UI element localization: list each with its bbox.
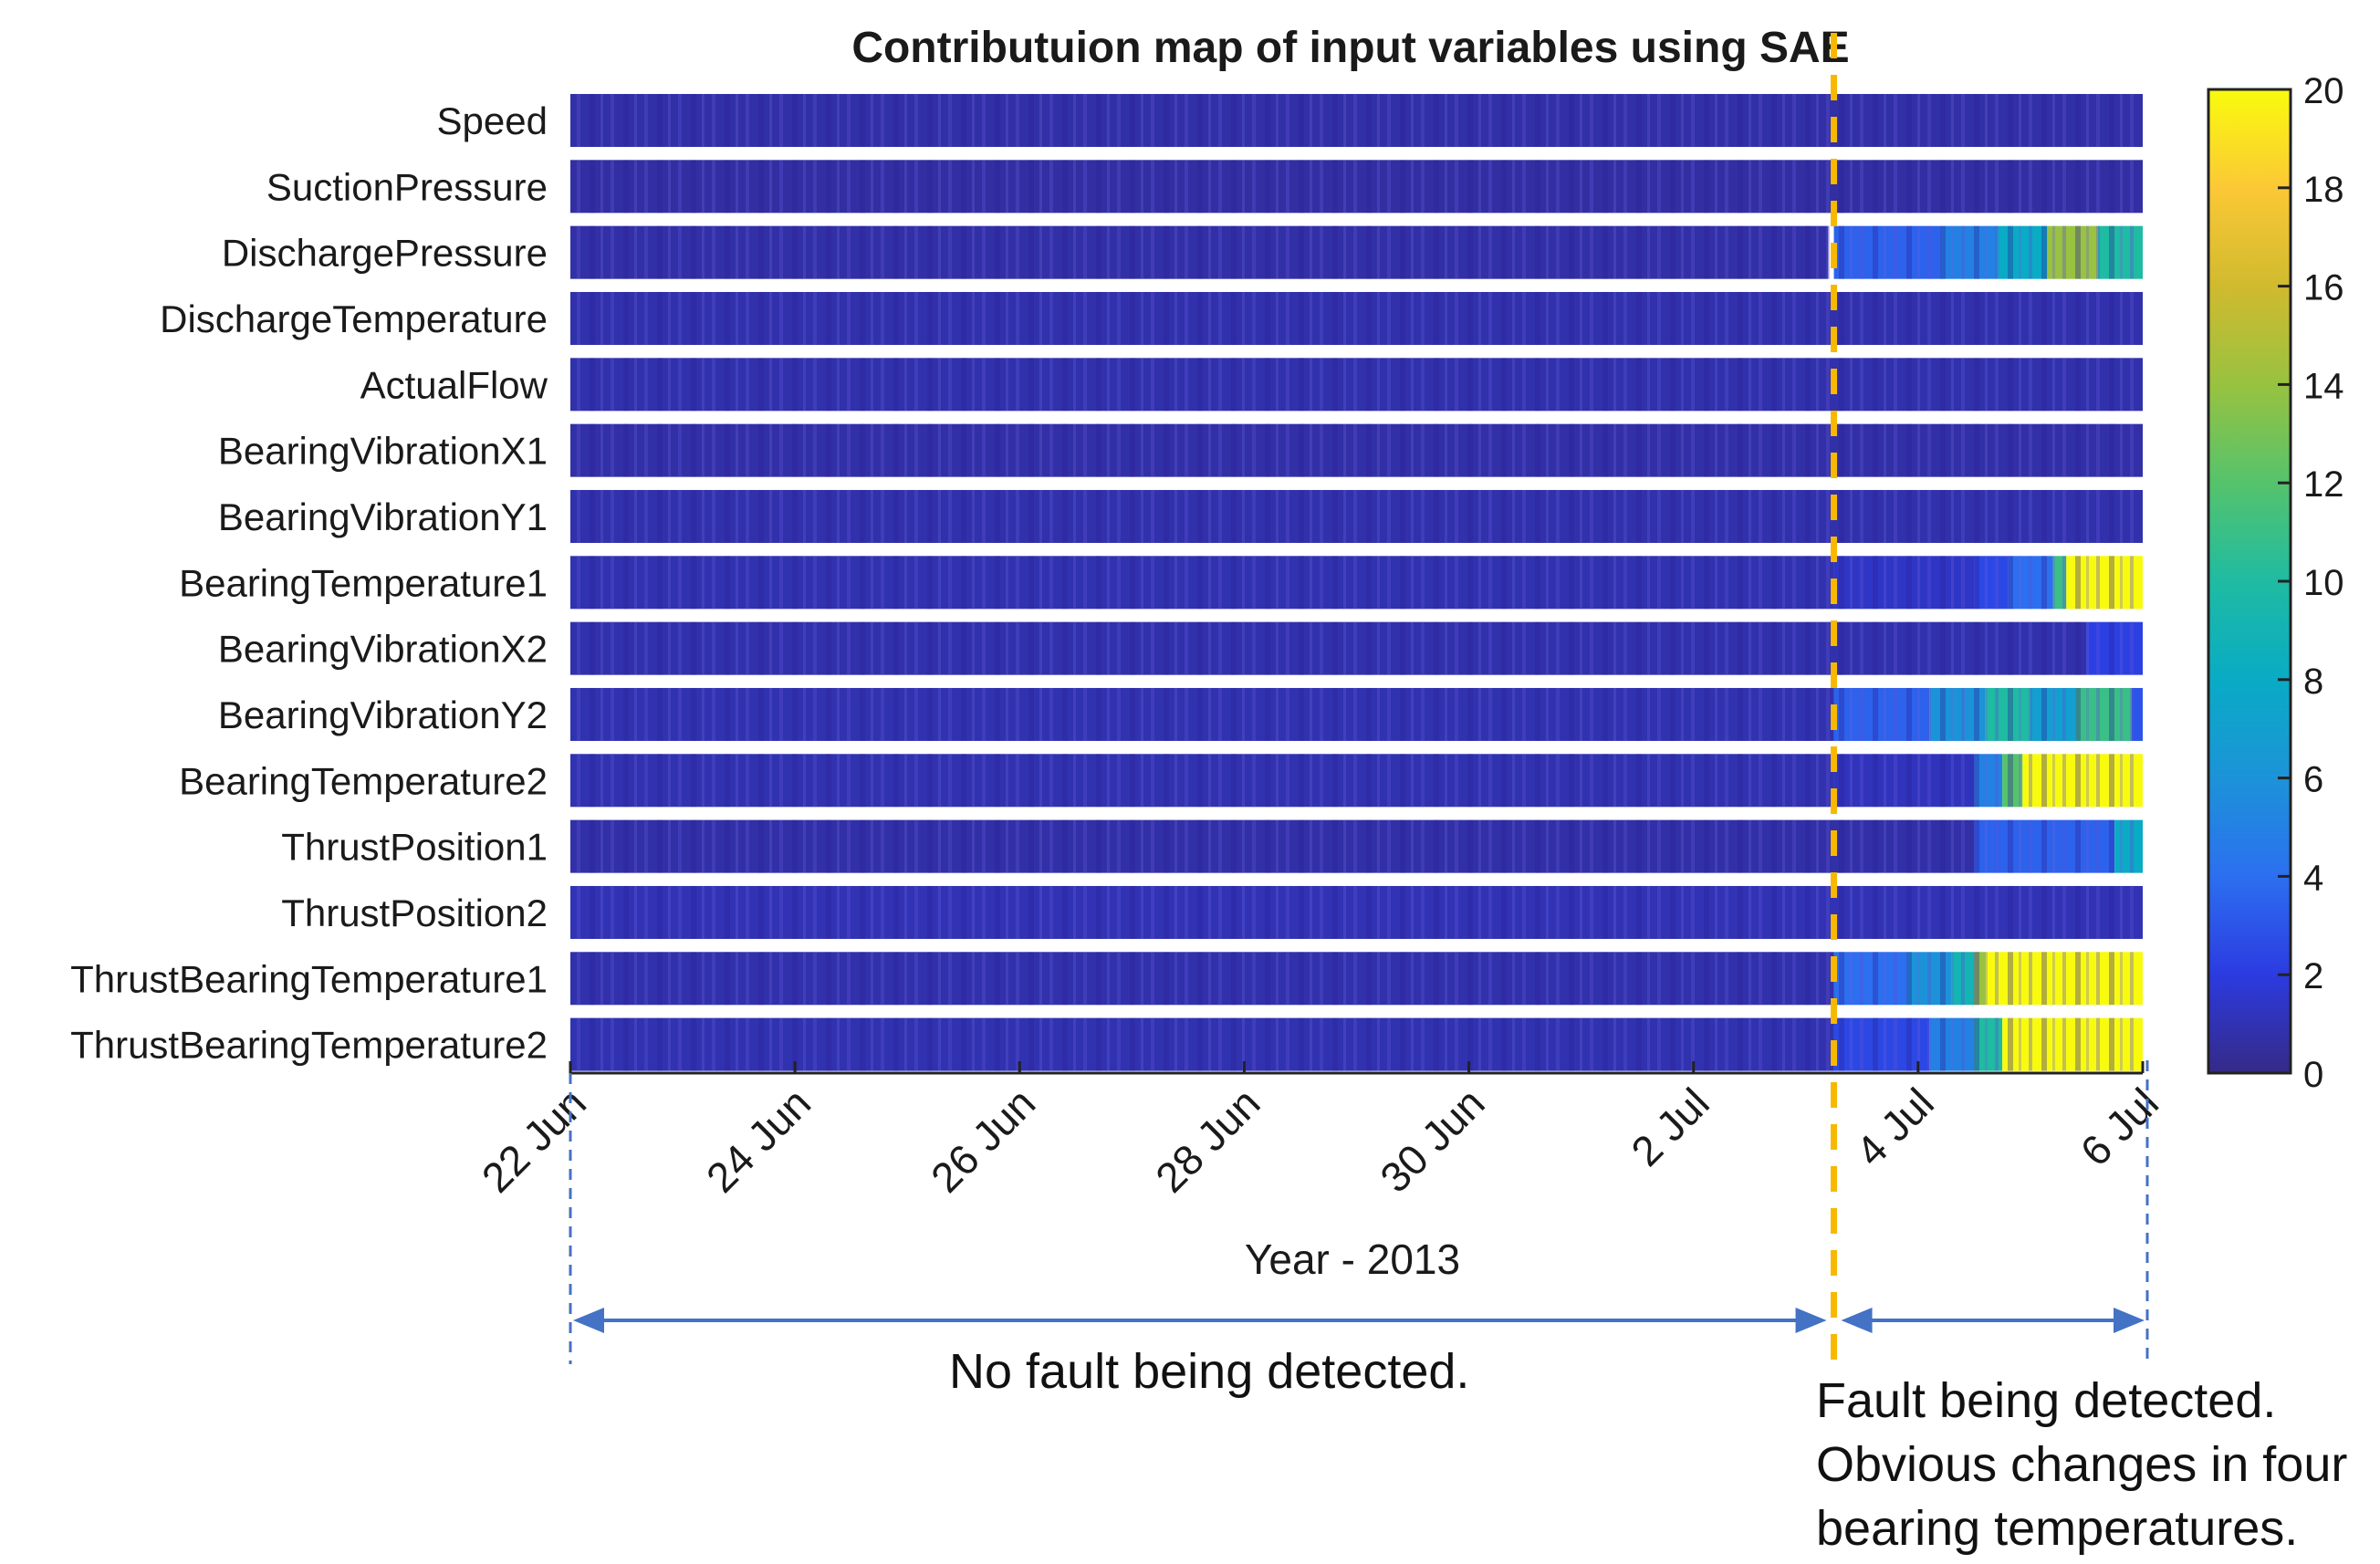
variable-labels: Speed SuctionPressure DischargePressure Dis… <box>70 99 548 1067</box>
arrow-head-left <box>1841 1308 1873 1333</box>
heatmap-texture <box>570 423 2143 477</box>
fault-annotation-line-2: Obvious changes in four <box>1816 1437 2348 1493</box>
x-axis-label: Year - 2013 <box>1245 1236 1460 1283</box>
colorbar-tick-label: 14 <box>2303 366 2344 406</box>
chart-title: Contributuion map of input variables usi… <box>851 24 1849 72</box>
arrow-head-left <box>573 1308 604 1333</box>
heatmap-row <box>570 225 2143 279</box>
colorbar <box>2207 88 2292 1075</box>
heatmap-texture <box>570 225 2143 279</box>
variable-label: ThrustPosition1 <box>281 826 548 869</box>
x-tick-label: 30 Jun <box>1371 1079 1493 1201</box>
colorbar-tick-label: 6 <box>2303 760 2323 800</box>
heatmap-row <box>570 754 2143 808</box>
variable-label: ActualFlow <box>360 363 548 406</box>
variable-label: BearingVibrationX1 <box>218 430 548 473</box>
heatmap-texture <box>570 358 2143 412</box>
colorbar-tick-label: 0 <box>2303 1055 2323 1095</box>
variable-label: SuctionPressure <box>266 165 548 208</box>
heatmap-row <box>570 687 2143 741</box>
x-tick-label: 24 Jun <box>697 1079 819 1201</box>
heatmap-row <box>570 291 2143 345</box>
heatmap-texture <box>570 621 2143 675</box>
colorbar-tick-label: 18 <box>2303 170 2344 210</box>
variable-label: BearingVibrationY2 <box>218 693 548 736</box>
heatmap-texture <box>570 556 2143 610</box>
x-axis-ticks: 22 Jun 24 Jun 26 Jun 28 Jun 30 Jun 2 Jul 4 Jul… <box>473 1061 2167 1202</box>
fault-annotation-line-1: Fault being detected. <box>1816 1373 2277 1428</box>
colorbar-ticks: 0 2 4 6 8 10 12 14 16 18 20 <box>2278 71 2344 1095</box>
fault-period-arrow <box>1841 1308 2145 1333</box>
heatmap-texture <box>570 160 2143 214</box>
x-tick-label: 4 Jul <box>1846 1079 1942 1174</box>
heatmap-row <box>570 819 2143 873</box>
variable-label: DischargeTemperature <box>160 297 548 340</box>
x-tick-label: 26 Jun <box>922 1079 1044 1201</box>
colorbar-tick-label: 4 <box>2303 858 2323 898</box>
colorbar-tick-label: 12 <box>2303 464 2344 505</box>
heatmap-texture <box>570 754 2143 808</box>
variable-label: BearingVibrationY1 <box>218 495 548 538</box>
heatmap-row <box>570 1017 2143 1071</box>
variable-label: ThrustPosition2 <box>281 891 548 934</box>
heatmap-texture <box>570 952 2143 1006</box>
colorbar-tick-label: 20 <box>2303 71 2344 111</box>
heatmap-row <box>570 160 2143 214</box>
heatmap-texture <box>570 819 2143 873</box>
heatmap-row <box>570 885 2143 939</box>
variable-label: BearingVibrationX2 <box>218 628 548 671</box>
variable-label: BearingTemperature1 <box>179 561 548 604</box>
variable-label: ThrustBearingTemperature2 <box>70 1024 548 1067</box>
arrow-head-right <box>2114 1308 2145 1333</box>
no-fault-annotation: No fault being detected. <box>949 1344 1470 1399</box>
variable-label: Speed <box>437 99 548 142</box>
colorbar-tick-label: 16 <box>2303 268 2344 308</box>
variable-label: ThrustBearingTemperature1 <box>70 957 548 1000</box>
period-arrows <box>573 1308 2145 1333</box>
heatmap-row <box>570 621 2143 675</box>
colorbar-tick-label: 8 <box>2303 662 2323 702</box>
no-fault-period-arrow <box>573 1308 1827 1333</box>
heatmap-row <box>570 358 2143 412</box>
fault-annotation: Fault being detected. Obvious changes in… <box>1816 1369 2347 1561</box>
x-tick-label: 22 Jun <box>473 1079 595 1201</box>
x-tick-label: 6 Jul <box>2072 1079 2167 1174</box>
heatmap-texture <box>570 1017 2143 1071</box>
variable-label: DischargePressure <box>222 232 548 275</box>
arrow-head-right <box>1795 1308 1827 1333</box>
heatmap-row <box>570 952 2143 1006</box>
heatmap-row <box>570 94 2143 147</box>
variable-label: BearingTemperature2 <box>179 759 548 802</box>
colorbar-tick-label: 2 <box>2303 956 2323 996</box>
x-tick-label: 2 Jul <box>1622 1079 1717 1174</box>
heatmap-texture <box>570 687 2143 741</box>
x-tick-label: 28 Jun <box>1146 1079 1268 1201</box>
colorbar-tick-label: 10 <box>2303 563 2344 603</box>
heatmap-row <box>570 489 2143 543</box>
heatmap-row <box>570 423 2143 477</box>
heatmap-row <box>570 556 2143 610</box>
heatmap-texture <box>570 489 2143 543</box>
heatmap-texture <box>570 885 2143 939</box>
heatmap-texture <box>570 291 2143 345</box>
heatmap-rows <box>570 94 2143 1071</box>
fault-annotation-line-3: bearing temperatures. <box>1816 1501 2299 1557</box>
heatmap-texture <box>570 94 2143 147</box>
